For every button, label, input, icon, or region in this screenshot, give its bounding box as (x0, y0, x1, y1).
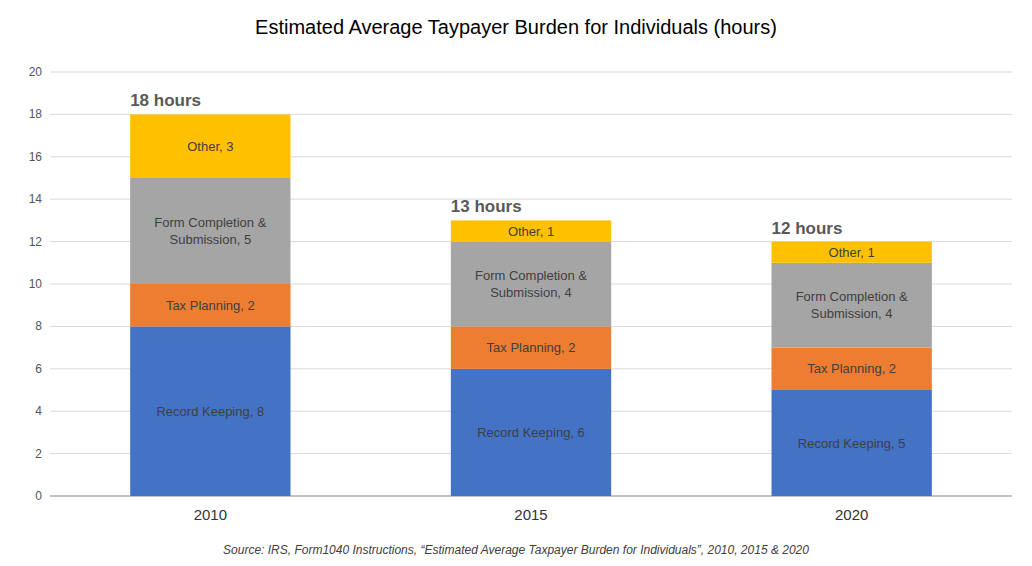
y-tick-label: 4 (35, 404, 42, 418)
data-label-line: Form Completion & (475, 268, 587, 283)
bar-segment (130, 326, 290, 496)
data-label-line: Submission, 4 (490, 285, 572, 300)
data-label-line: Tax Planning, 2 (487, 340, 576, 355)
data-label: Record Keeping, 5 (798, 436, 906, 451)
bar-segment (130, 178, 290, 284)
data-label: Other, 1 (829, 245, 875, 260)
data-label-line: Submission, 4 (811, 306, 893, 321)
data-label: Form Completion & Submission, 4 (796, 289, 908, 321)
x-tick-label: 2020 (835, 506, 868, 523)
y-tick-label: 2 (35, 447, 42, 461)
data-label: Record Keeping, 8 (156, 404, 264, 419)
data-label-line: Tax Planning, 2 (166, 298, 255, 313)
data-label-line: Form Completion & (796, 289, 908, 304)
data-label: Record Keeping, 6 (477, 425, 585, 440)
data-label-line: Other, 3 (187, 139, 233, 154)
source: Source: IRS, Form1040 Instructions, “Est… (223, 543, 809, 557)
bar-segment (772, 348, 932, 390)
data-label-line: Other, 1 (508, 224, 554, 239)
y-tick-label: 20 (29, 65, 43, 79)
bar-segment (451, 242, 611, 327)
bar-segment (130, 284, 290, 326)
bar-segment (772, 263, 932, 348)
chart: Estimated Average Taypayer Burden for In… (0, 0, 1032, 566)
grid (50, 72, 1012, 496)
data-label: Tax Planning, 2 (166, 298, 255, 313)
data-labels: Record Keeping, 8 Record Keeping, 6 Record… (154, 139, 908, 451)
bar-segment (451, 220, 611, 241)
data-label: Form Completion & Submission, 5 (154, 215, 266, 247)
y-tick-label: 8 (35, 319, 42, 333)
grid-line (50, 72, 1012, 73)
total-label: 13 hours (451, 197, 522, 216)
y-tick-label: 6 (35, 362, 42, 376)
bar-segment (772, 242, 932, 263)
data-label: Tax Planning, 2 (807, 361, 896, 376)
y-tick-label: 18 (29, 107, 43, 121)
data-label-line: Other, 1 (829, 245, 875, 260)
bar-segment (451, 369, 611, 496)
data-label-line: Tax Planning, 2 (807, 361, 896, 376)
bar-segment (130, 114, 290, 178)
x-tick-label: 2010 (194, 506, 227, 523)
data-label-line: Record Keeping, 5 (798, 436, 906, 451)
data-label-line: Record Keeping, 8 (156, 404, 264, 419)
data-label: Tax Planning, 2 (487, 340, 576, 355)
data-label: Other, 1 (508, 224, 554, 239)
data-label-line: Form Completion & (154, 215, 266, 230)
y-tick-label: 14 (29, 192, 43, 206)
title: Estimated Average Taypayer Burden for In… (255, 16, 777, 38)
total-label: 18 hours (130, 91, 201, 110)
x-tick-label: 2015 (514, 506, 547, 523)
data-label: Form Completion & Submission, 4 (475, 268, 587, 300)
y-tick-label: 12 (29, 235, 43, 249)
bar-segment (772, 390, 932, 496)
y-tick-label: 16 (29, 150, 43, 164)
y-tick-label: 10 (29, 277, 43, 291)
total-label: 12 hours (772, 219, 843, 238)
data-label-line: Record Keeping, 6 (477, 425, 585, 440)
data-label: Other, 3 (187, 139, 233, 154)
y-tick-label: 0 (35, 489, 42, 503)
bar-segment (451, 326, 611, 368)
bars (130, 114, 932, 496)
data-label-line: Submission, 5 (170, 232, 252, 247)
